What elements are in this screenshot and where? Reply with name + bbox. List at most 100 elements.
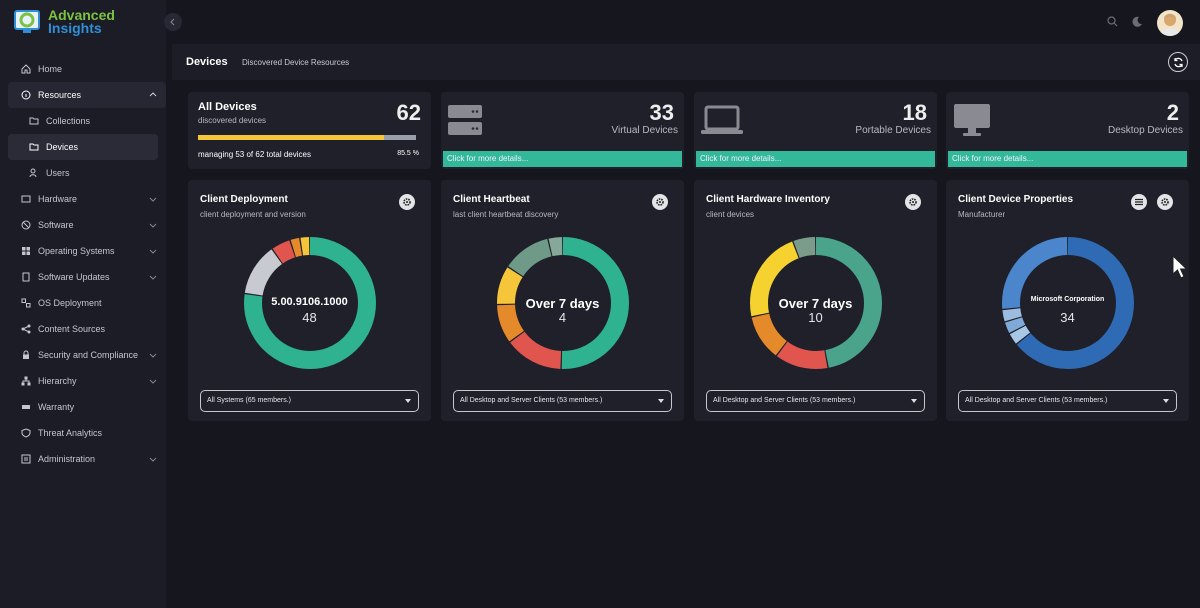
deploy-icon (20, 297, 32, 309)
sidebar-item-hierarchy[interactable]: Hierarchy (8, 368, 166, 394)
sidebar-item-label: Threat Analytics (38, 428, 103, 438)
card-title: Client Deployment (200, 194, 288, 205)
card-title: Client Hardware Inventory (706, 194, 830, 205)
collection-select[interactable]: All Desktop and Server Clients (53 membe… (706, 390, 925, 412)
chevron-down-icon (149, 457, 157, 462)
desktop-devices-card[interactable]: 2 Desktop Devices Click for more details… (946, 92, 1189, 169)
collection-select[interactable]: All Desktop and Server Clients (53 membe… (453, 390, 672, 412)
sidebar-item-software-updates[interactable]: Software Updates (8, 264, 166, 290)
client-device-properties-card: Client Device Properties Manufacturer Mi… (946, 180, 1189, 421)
virtual-devices-card[interactable]: 33 Virtual Devices Click for more detail… (441, 92, 684, 169)
portable-details-link[interactable]: Click for more details... (696, 151, 935, 167)
hierarchy-icon (20, 375, 32, 387)
gear-icon (656, 198, 664, 206)
collection-select[interactable]: All Systems (65 members.) (200, 390, 419, 412)
donut-segment[interactable] (243, 237, 376, 369)
top-bar (166, 0, 1200, 44)
lock-icon (20, 349, 32, 361)
sidebar-item-content-sources[interactable]: Content Sources (8, 316, 166, 342)
sidebar-item-label: Hierarchy (38, 376, 77, 386)
portable-devices-card[interactable]: 18 Portable Devices Click for more detai… (694, 92, 937, 169)
sidebar-item-threat-analytics[interactable]: Threat Analytics (8, 420, 166, 446)
portable-devices-count: 18 (902, 100, 927, 125)
sidebar-item-hardware[interactable]: Hardware (8, 186, 166, 212)
sidebar-item-collections[interactable]: Collections (8, 108, 166, 134)
chevron-down-icon (149, 275, 157, 280)
sidebar-item-label: Users (46, 168, 70, 178)
warranty-icon (20, 401, 32, 413)
card-title: Client Heartbeat (453, 194, 530, 205)
gear-icon (909, 198, 917, 206)
list-view-button[interactable] (1131, 194, 1147, 210)
donut-segment[interactable] (749, 237, 882, 369)
sidebar-item-users[interactable]: Users (8, 160, 166, 186)
laptop-icon (701, 105, 743, 134)
app-logo[interactable]: Advanced Insights (12, 7, 115, 37)
client-heartbeat-card: Client Heartbeat last client heartbeat d… (441, 180, 684, 421)
donut-segment[interactable] (749, 237, 882, 369)
sidebar-item-home[interactable]: Home (8, 56, 166, 82)
updates-icon (20, 271, 32, 283)
sidebar-item-label: Devices (46, 142, 79, 152)
logo-icon (14, 10, 40, 33)
settings-button[interactable] (399, 194, 415, 210)
card-title: Client Device Properties (958, 194, 1074, 205)
folder-icon (28, 115, 40, 127)
sidebar-item-label: Hardware (38, 194, 78, 204)
sidebar-item-administration[interactable]: Administration (8, 446, 166, 472)
select-value: All Desktop and Server Clients (53 membe… (460, 397, 603, 404)
chevron-down-icon (149, 197, 157, 202)
client-deployment-card: Client Deployment client deployment and … (188, 180, 431, 421)
donut-segment[interactable] (496, 237, 629, 369)
refresh-button[interactable] (1168, 52, 1188, 72)
server-icon (448, 105, 482, 135)
chevron-up-icon (149, 92, 157, 97)
sidebar: Advanced Insights Home Resources Collect… (0, 0, 166, 608)
manufacturer-donut-chart[interactable] (1001, 237, 1134, 369)
donut-center-label: Microsoft Corporation (1030, 296, 1105, 303)
sidebar-item-warranty[interactable]: Warranty (8, 394, 166, 420)
sidebar-item-os-deployment[interactable]: OS Deployment (8, 290, 166, 316)
sidebar-item-label: OS Deployment (38, 298, 102, 308)
client-hardware-inventory-card: Client Hardware Inventory client devices… (694, 180, 937, 421)
donut-center-value: 10 (808, 310, 823, 325)
sidebar-item-software[interactable]: Software (8, 212, 166, 238)
sidebar-item-resources[interactable]: Resources (8, 82, 166, 108)
heartbeat-donut-chart[interactable] (496, 237, 629, 369)
page-title: Devices (186, 56, 228, 68)
all-devices-card[interactable]: All Devices discovered devices 62 managi… (188, 92, 431, 169)
shield-icon (20, 427, 32, 439)
donut-segment[interactable] (1001, 237, 1134, 369)
sidebar-item-security-compliance[interactable]: Security and Compliance (8, 342, 166, 368)
desktop-details-link[interactable]: Click for more details... (948, 151, 1187, 167)
sidebar-item-label: Home (38, 64, 63, 74)
sidebar-collapse-button[interactable] (164, 13, 182, 31)
deployment-donut-chart[interactable] (243, 237, 376, 369)
donut-segment[interactable] (1001, 237, 1134, 369)
sidebar-item-devices[interactable]: Devices (8, 134, 158, 160)
avatar[interactable] (1157, 10, 1183, 36)
select-value: All Desktop and Server Clients (53 membe… (965, 397, 1108, 404)
card-subtitle: Manufacturer (958, 210, 1006, 219)
chevron-down-icon (405, 399, 411, 403)
managed-percent: 85.5 % (397, 150, 419, 157)
sidebar-item-operating-systems[interactable]: Operating Systems (8, 238, 166, 264)
software-icon (20, 219, 32, 231)
collection-select[interactable]: All Desktop and Server Clients (53 membe… (958, 390, 1177, 412)
admin-icon (20, 453, 32, 465)
settings-button[interactable] (1157, 194, 1173, 210)
sidebar-item-label: Operating Systems (38, 246, 115, 256)
page-header: Devices Discovered Device Resources (172, 44, 1200, 80)
inventory-donut-chart[interactable] (749, 237, 882, 369)
donut-segment[interactable] (749, 237, 882, 369)
donut-segment[interactable] (496, 237, 629, 369)
search-icon[interactable] (1107, 16, 1118, 27)
virtual-details-link[interactable]: Click for more details... (443, 151, 682, 167)
settings-button[interactable] (905, 194, 921, 210)
monitor-icon (954, 104, 990, 136)
folder-icon (28, 141, 40, 153)
sidebar-item-label: Resources (38, 90, 82, 100)
moon-icon[interactable] (1132, 16, 1143, 27)
chevron-down-icon (149, 353, 157, 358)
settings-button[interactable] (652, 194, 668, 210)
